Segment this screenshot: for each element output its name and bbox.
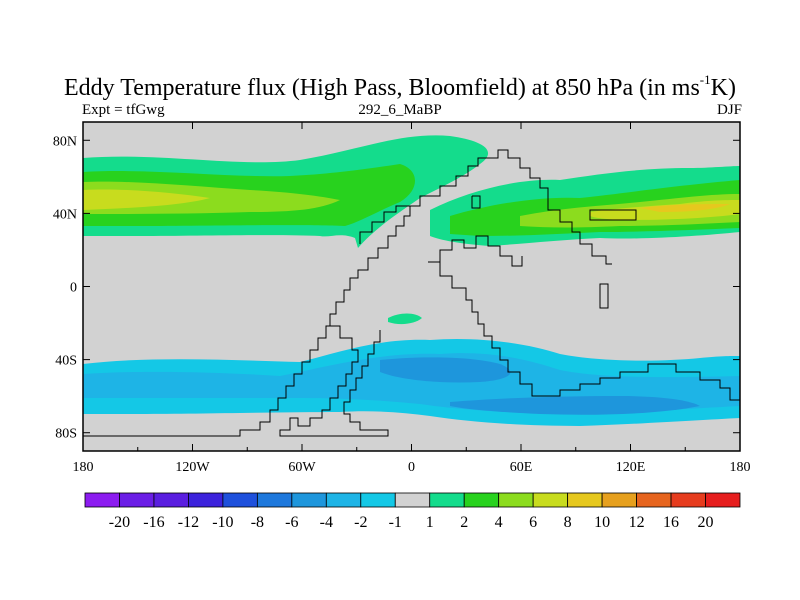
x-tick-label: 180 xyxy=(73,460,94,475)
colorbar-label: 6 xyxy=(529,514,537,531)
colorbar-swatch xyxy=(256,492,293,508)
colorbar-swatch xyxy=(84,492,120,508)
experiment-label: Expt = tfGwg xyxy=(82,102,165,118)
colorbar-swatch xyxy=(498,492,534,508)
colorbar-label: 20 xyxy=(698,514,714,531)
colorbar-label: 10 xyxy=(594,514,610,531)
x-tick-label: 120E xyxy=(616,460,646,475)
colorbar-swatch xyxy=(429,492,465,508)
plot-title: Eddy Temperature flux (High Pass, Bloomf… xyxy=(64,72,736,101)
colorbar-swatch xyxy=(291,492,327,508)
eurasia-outline xyxy=(410,149,612,265)
colorbar-swatch xyxy=(153,492,189,508)
colorbar-swatch xyxy=(636,492,672,508)
colorbar-label: -20 xyxy=(109,514,130,531)
colorbar-label: 4 xyxy=(495,514,503,531)
sh-band-inner-2 xyxy=(450,396,700,415)
x-tick-label: 120W xyxy=(175,460,210,475)
y-tick-label: 80S xyxy=(55,427,77,442)
y-tick-label: 40S xyxy=(55,354,77,369)
colorbar-label: 8 xyxy=(564,514,572,531)
south-america-outline xyxy=(279,325,389,437)
colorbar-swatch xyxy=(567,492,603,508)
y-tick-label: 80N xyxy=(53,134,77,149)
colorbar-label: -1 xyxy=(389,514,402,531)
colorbar-label: -2 xyxy=(354,514,367,531)
colorbar-label: -10 xyxy=(212,514,233,531)
colorbar-swatch xyxy=(188,492,224,508)
y-tick-label: 0 xyxy=(70,281,77,296)
sh-band-inner xyxy=(380,357,511,383)
colorbar-swatch xyxy=(532,492,569,508)
colorbar-swatch xyxy=(325,492,362,508)
colorbar-label: -6 xyxy=(285,514,298,531)
colorbar-label: -8 xyxy=(251,514,264,531)
axis-ticks: 180 120W 60W 0 60E 120E 180 80N 40N 0 40S 80S xyxy=(53,122,751,475)
colorbar-swatch xyxy=(119,492,155,508)
colorbar-swatch xyxy=(670,492,706,508)
run-label: 292_6_MaBP xyxy=(358,102,442,118)
colorbar: -20 -16 -12 -10 -8 -6 -4 -2 -1 1 2 4 6 8 10 12 16 20 xyxy=(84,492,741,531)
colorbar-label: 12 xyxy=(629,514,645,531)
contour-fields xyxy=(83,135,740,426)
colorbar-label: 1 xyxy=(426,514,434,531)
season-label: DJF xyxy=(716,102,742,118)
colorbar-label: -12 xyxy=(178,514,199,531)
tropical-patch xyxy=(388,313,422,325)
africa-outline xyxy=(428,235,740,401)
y-tick-label: 40N xyxy=(53,207,77,222)
asia-pacific-max xyxy=(640,204,730,212)
colorbar-label: 2 xyxy=(460,514,468,531)
colorbar-swatch xyxy=(394,492,431,508)
colorbar-swatch xyxy=(463,492,500,508)
colorbar-swatch xyxy=(705,492,741,508)
continent-outlines xyxy=(83,149,740,437)
colorbar-label: 16 xyxy=(663,514,679,531)
colorbar-swatch xyxy=(222,492,258,508)
colorbar-label: -4 xyxy=(320,514,333,531)
colorbar-swatch xyxy=(601,492,637,508)
colorbar-swatch xyxy=(360,492,396,508)
nh-band-peak xyxy=(83,189,210,210)
asia-peninsula-outline xyxy=(589,209,637,221)
x-tick-label: 60E xyxy=(510,460,533,475)
x-tick-label: 60W xyxy=(288,460,316,475)
colorbar-label: -16 xyxy=(143,514,164,531)
x-tick-label: 180 xyxy=(730,460,751,475)
america-outline xyxy=(83,205,411,437)
x-tick-label: 0 xyxy=(408,460,415,475)
